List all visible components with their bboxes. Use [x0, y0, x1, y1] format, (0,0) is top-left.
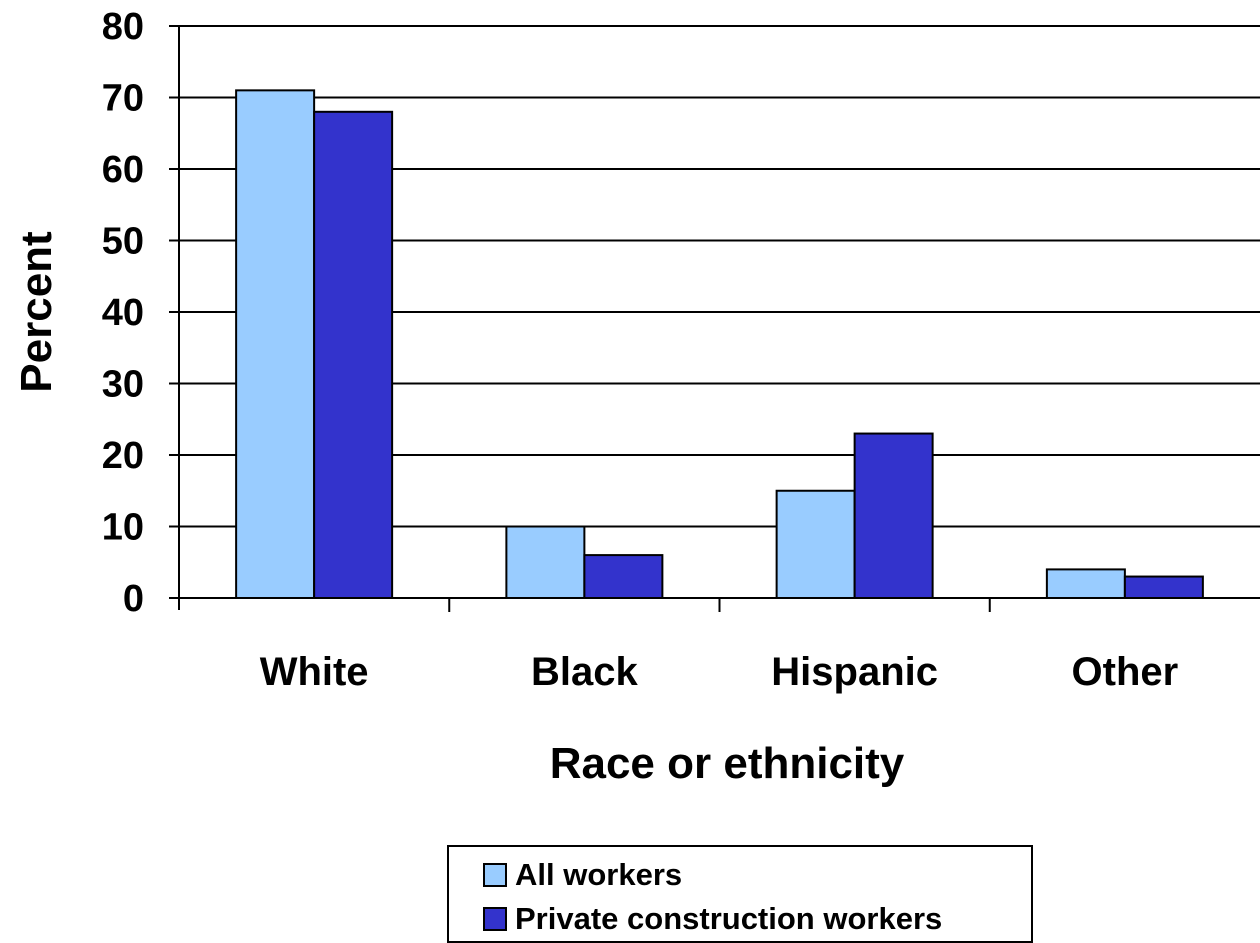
bar-white-series-0 [235, 89, 316, 599]
x-axis-title: Race or ethnicity [550, 739, 905, 788]
y-tick-label: 60 [102, 149, 144, 191]
x-category-labels: White Black Hispanic Other [260, 650, 1179, 694]
y-tick-label: 20 [102, 435, 144, 477]
y-tick-label: 80 [102, 6, 144, 48]
bar-black-series-1 [583, 554, 664, 599]
legend-label: Private construction workers [515, 901, 943, 936]
bar-hispanic-series-1 [853, 432, 934, 599]
legend-label: All workers [515, 857, 683, 892]
y-tick-label: 40 [102, 292, 144, 334]
y-tick-label: 0 [123, 578, 144, 620]
x-category-label: Other [1072, 650, 1179, 694]
bar-hispanic-series-0 [775, 489, 856, 599]
bar-white-series-1 [313, 110, 394, 600]
bar-black-series-0 [505, 525, 586, 599]
y-tick-label: 30 [102, 364, 144, 406]
legend-swatch-private-construction [483, 906, 507, 931]
bar-other-series-0 [1045, 568, 1126, 600]
y-tick-labels: 0 10 20 30 40 50 60 70 80 [102, 6, 144, 620]
legend-swatch-all-workers [483, 862, 507, 887]
x-category-label: White [260, 650, 369, 694]
legend-item-private-construction-workers: Private construction workers [483, 903, 942, 934]
x-category-label: Black [531, 650, 638, 694]
y-tick-label: 70 [102, 78, 144, 120]
y-axis-title: Percent [12, 231, 61, 393]
y-tick-label: 50 [102, 221, 144, 263]
axes [169, 25, 1260, 612]
y-tick-label: 10 [102, 507, 144, 549]
bars [235, 89, 1204, 600]
x-category-label: Hispanic [771, 650, 938, 694]
legend: All workers Private construction workers [447, 845, 1033, 943]
bar-other-series-1 [1123, 575, 1204, 599]
legend-item-all-workers: All workers [483, 859, 682, 890]
